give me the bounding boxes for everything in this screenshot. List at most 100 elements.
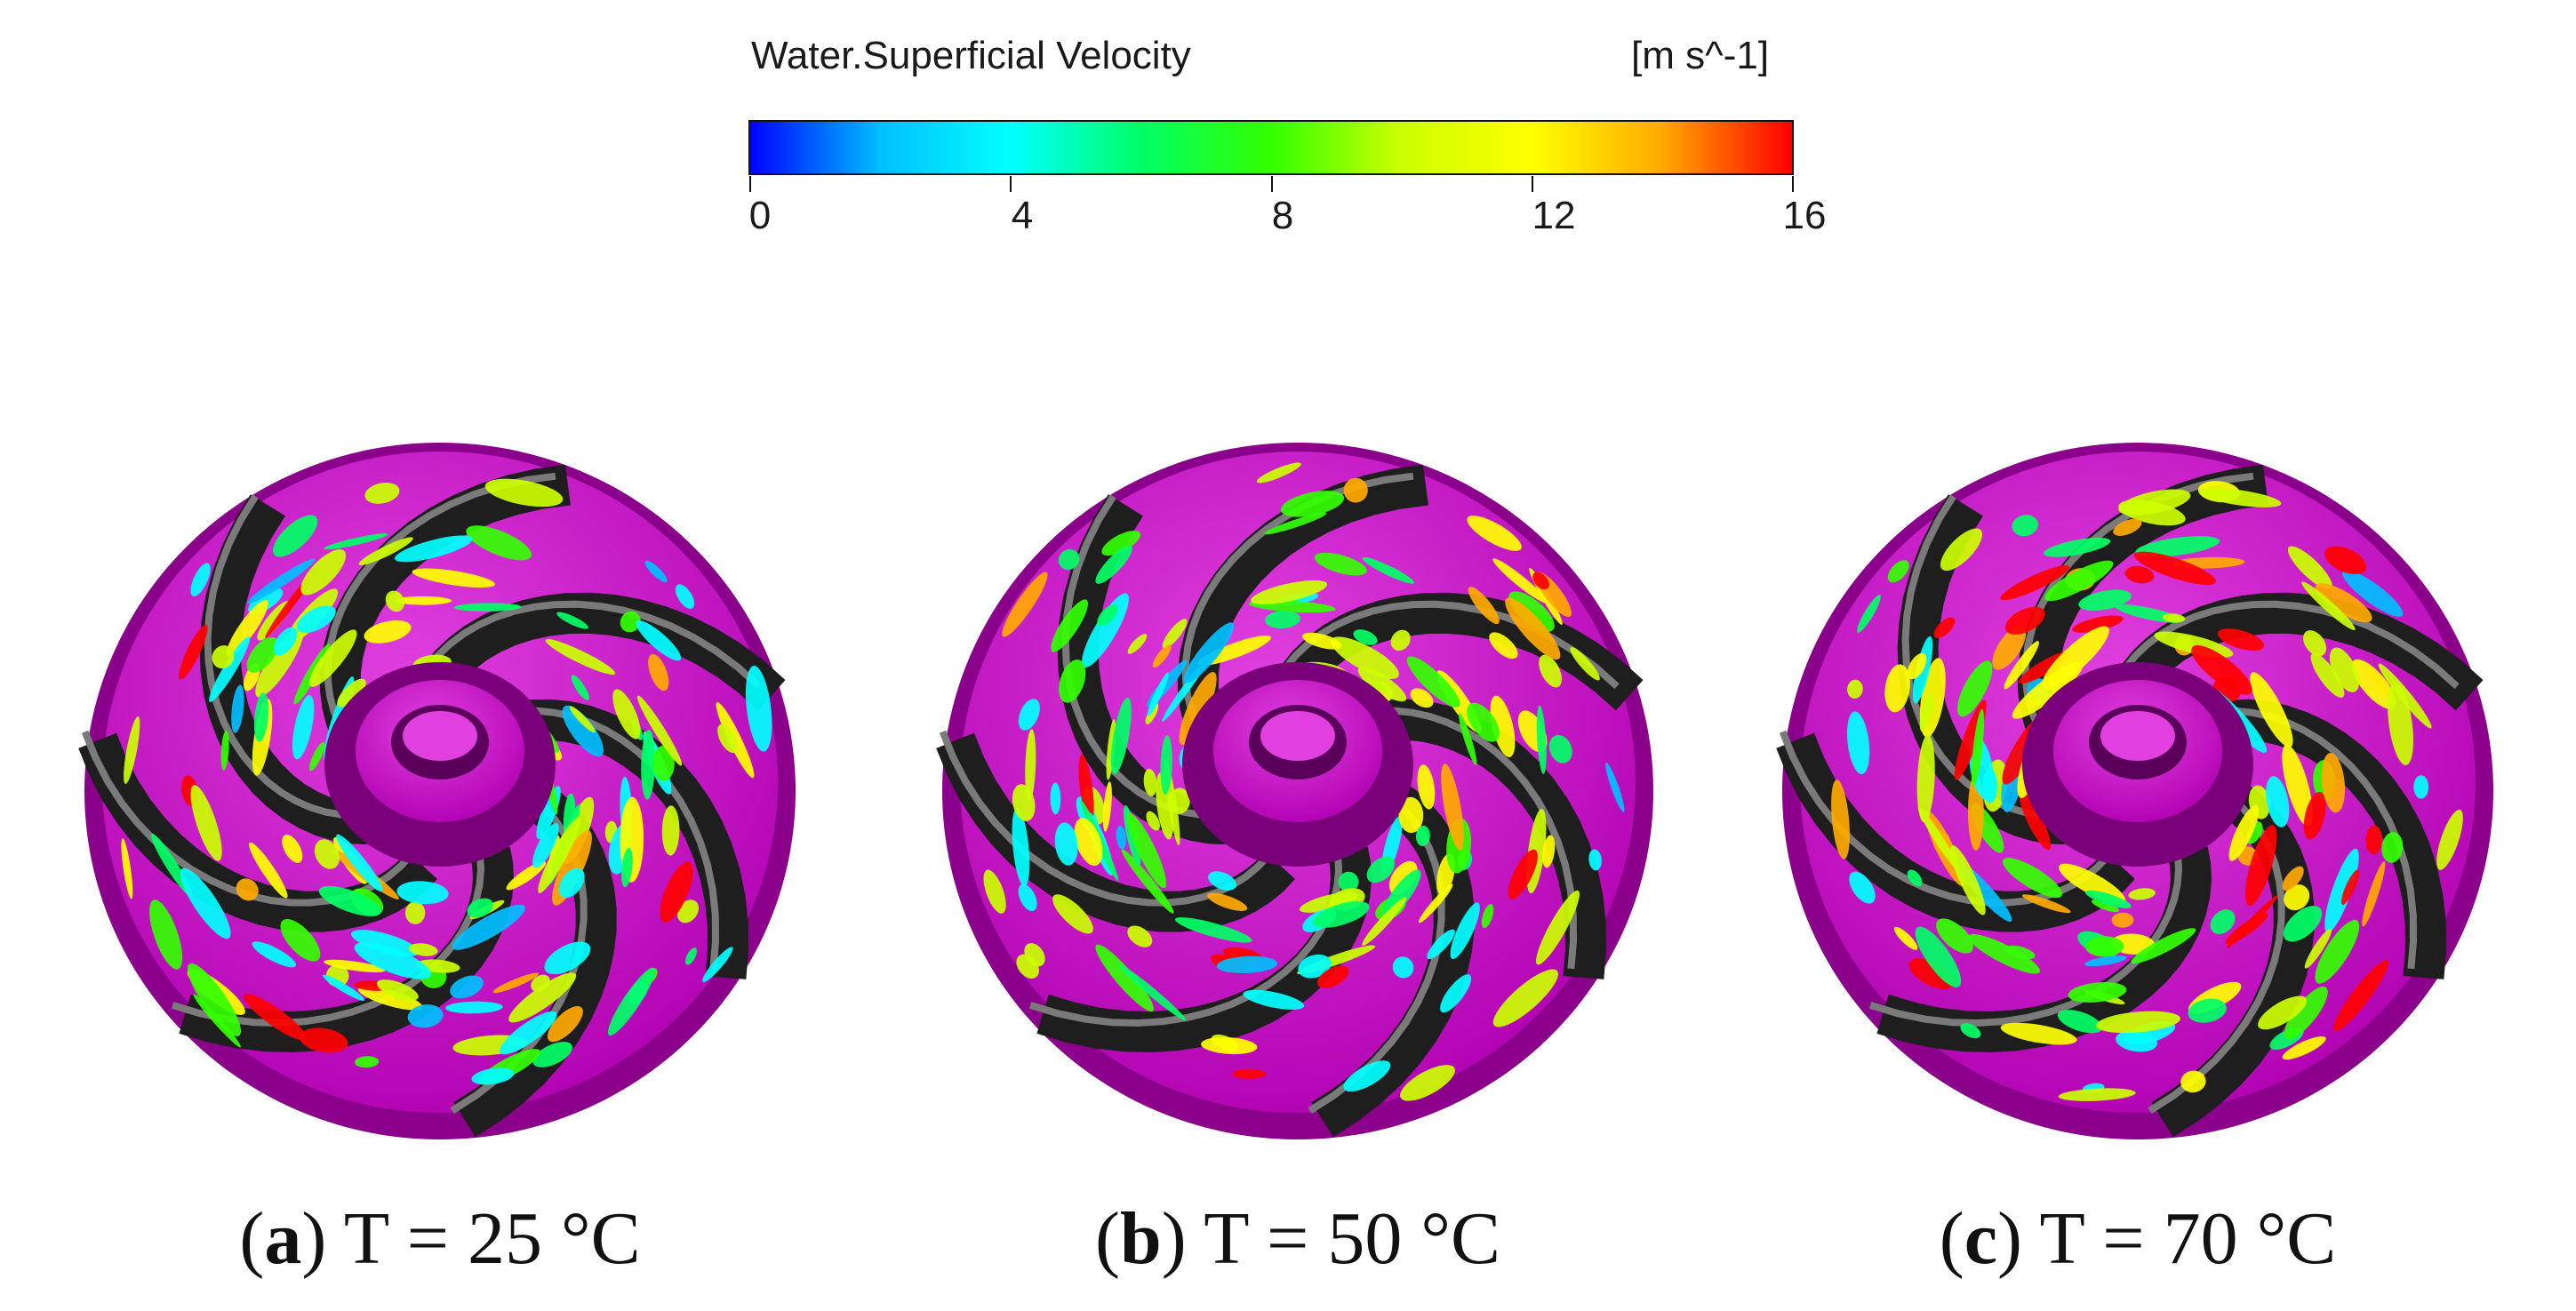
- velocity-isosurface: [2092, 899, 2119, 913]
- velocity-isosurface: [350, 930, 420, 957]
- velocity-isosurface: [1492, 969, 1558, 1027]
- velocity-isosurface: [1097, 604, 1118, 627]
- velocity-isosurface: [1232, 1068, 1267, 1079]
- impeller-render-b: [936, 443, 1653, 1139]
- velocity-isosurface: [1152, 644, 1172, 668]
- velocity-isosurface: [685, 947, 697, 965]
- velocity-isosurface: [2085, 890, 2132, 908]
- impeller-blade: [78, 732, 437, 932]
- velocity-isosurface: [1907, 869, 1923, 887]
- velocity-isosurface: [2068, 982, 2127, 1003]
- caption-c: (c) T = 70 °C: [1939, 1197, 2337, 1280]
- velocity-isosurface: [190, 785, 222, 861]
- velocity-isosurface: [562, 705, 604, 757]
- velocity-isosurface: [2304, 928, 2332, 969]
- velocity-isosurface: [1960, 1023, 1981, 1039]
- velocity-isosurface: [545, 639, 616, 675]
- colorbar-tick: [1010, 176, 1012, 192]
- velocity-isosurface: [1059, 659, 1086, 703]
- velocity-isosurface: [1427, 929, 1455, 960]
- velocity-isosurface: [1940, 528, 1983, 572]
- velocity-isosurface: [1160, 735, 1172, 795]
- velocity-isosurface: [2282, 1036, 2326, 1060]
- velocity-isosurface: [1362, 556, 1414, 584]
- velocity-isosurface: [1398, 796, 1424, 834]
- velocity-isosurface: [1508, 591, 1555, 632]
- velocity-isosurface: [246, 636, 279, 673]
- velocity-isosurface: [2332, 960, 2389, 1032]
- velocity-isosurface: [607, 967, 655, 1036]
- velocity-isosurface: [1256, 462, 1301, 484]
- velocity-isosurface: [1588, 849, 1602, 871]
- velocity-isosurface: [1490, 695, 1516, 757]
- velocity-isosurface: [1950, 844, 1986, 915]
- impeller-eye-highlight: [2100, 711, 2175, 761]
- velocity-isosurface: [2329, 647, 2360, 692]
- velocity-isosurface: [1316, 965, 1349, 988]
- velocity-isosurface: [1849, 871, 1876, 904]
- velocity-isosurface: [2228, 804, 2260, 861]
- velocity-isosurface: [2198, 488, 2282, 508]
- velocity-isosurface: [2133, 551, 2216, 586]
- velocity-isosurface: [2365, 825, 2383, 855]
- velocity-isosurface: [1102, 781, 1112, 832]
- velocity-isosurface: [2180, 1070, 2206, 1093]
- velocity-isosurface: [1264, 512, 1327, 535]
- velocity-isosurface: [1002, 572, 1048, 637]
- velocity-isosurface: [641, 730, 655, 800]
- velocity-isosurface: [620, 847, 633, 888]
- velocity-isosurface: [1532, 572, 1549, 590]
- velocity-isosurface: [385, 590, 405, 612]
- velocity-isosurface: [2282, 744, 2313, 827]
- velocity-isosurface: [1012, 784, 1036, 821]
- velocity-isosurface: [2303, 630, 2327, 657]
- velocity-isosurface: [1095, 944, 1155, 1012]
- impeller-blade: [936, 732, 1295, 932]
- velocity-isosurface: [1016, 954, 1039, 979]
- velocity-isosurface: [1106, 719, 1116, 780]
- velocity-isosurface: [396, 881, 449, 905]
- velocity-isosurface: [983, 869, 1006, 914]
- velocity-isosurface: [652, 745, 675, 781]
- velocity-isosurface: [531, 974, 550, 992]
- velocity-isosurface: [1050, 782, 1061, 815]
- velocity-isosurface: [2058, 1088, 2136, 1101]
- velocity-isosurface: [2340, 869, 2360, 905]
- legend-title: Water.Superficial Velocity: [751, 34, 1191, 77]
- velocity-isosurface: [453, 603, 522, 612]
- velocity-isosurface: [636, 620, 682, 661]
- velocity-isosurface: [2250, 672, 2293, 747]
- caption-a: (a) T = 25 °C: [239, 1197, 641, 1280]
- velocity-isosurface: [1440, 974, 1472, 1013]
- velocity-isosurface: [1343, 477, 1368, 503]
- velocity-isosurface: [337, 678, 366, 707]
- velocity-isosurface: [354, 942, 432, 979]
- velocity-isosurface: [612, 689, 641, 739]
- velocity-isosurface: [1968, 934, 2040, 974]
- velocity-isosurface: [660, 861, 693, 923]
- velocity-isosurface: [357, 986, 423, 1011]
- velocity-isosurface: [322, 974, 365, 1002]
- velocity-isosurface: [571, 675, 589, 700]
- velocity-isosurface: [231, 684, 244, 733]
- impeller-eye-highlight: [1260, 711, 1335, 761]
- velocity-isosurface: [1392, 956, 1414, 979]
- velocity-isosurface: [2012, 515, 2038, 537]
- velocity-isosurface: [1382, 869, 1421, 918]
- velocity-isosurface: [272, 515, 318, 557]
- velocity-isosurface: [1831, 779, 1850, 859]
- colorbar-tick: [1271, 176, 1273, 192]
- velocity-isosurface: [280, 919, 321, 962]
- velocity-isosurface: [394, 596, 452, 605]
- velocity-isosurface: [1110, 697, 1132, 775]
- velocity-isosurface: [1570, 647, 1600, 681]
- velocity-isosurface: [2131, 928, 2196, 963]
- caption-label: T = 70 °C: [2039, 1197, 2337, 1280]
- velocity-isosurface: [1143, 768, 1157, 796]
- velocity-isosurface: [273, 627, 298, 656]
- velocity-isosurface: [2128, 888, 2156, 900]
- colorbar-tick-label: 4: [1011, 194, 1034, 237]
- velocity-isosurface: [1121, 849, 1174, 914]
- velocity-isosurface: [1280, 491, 1345, 517]
- velocity-isosurface: [2218, 628, 2265, 652]
